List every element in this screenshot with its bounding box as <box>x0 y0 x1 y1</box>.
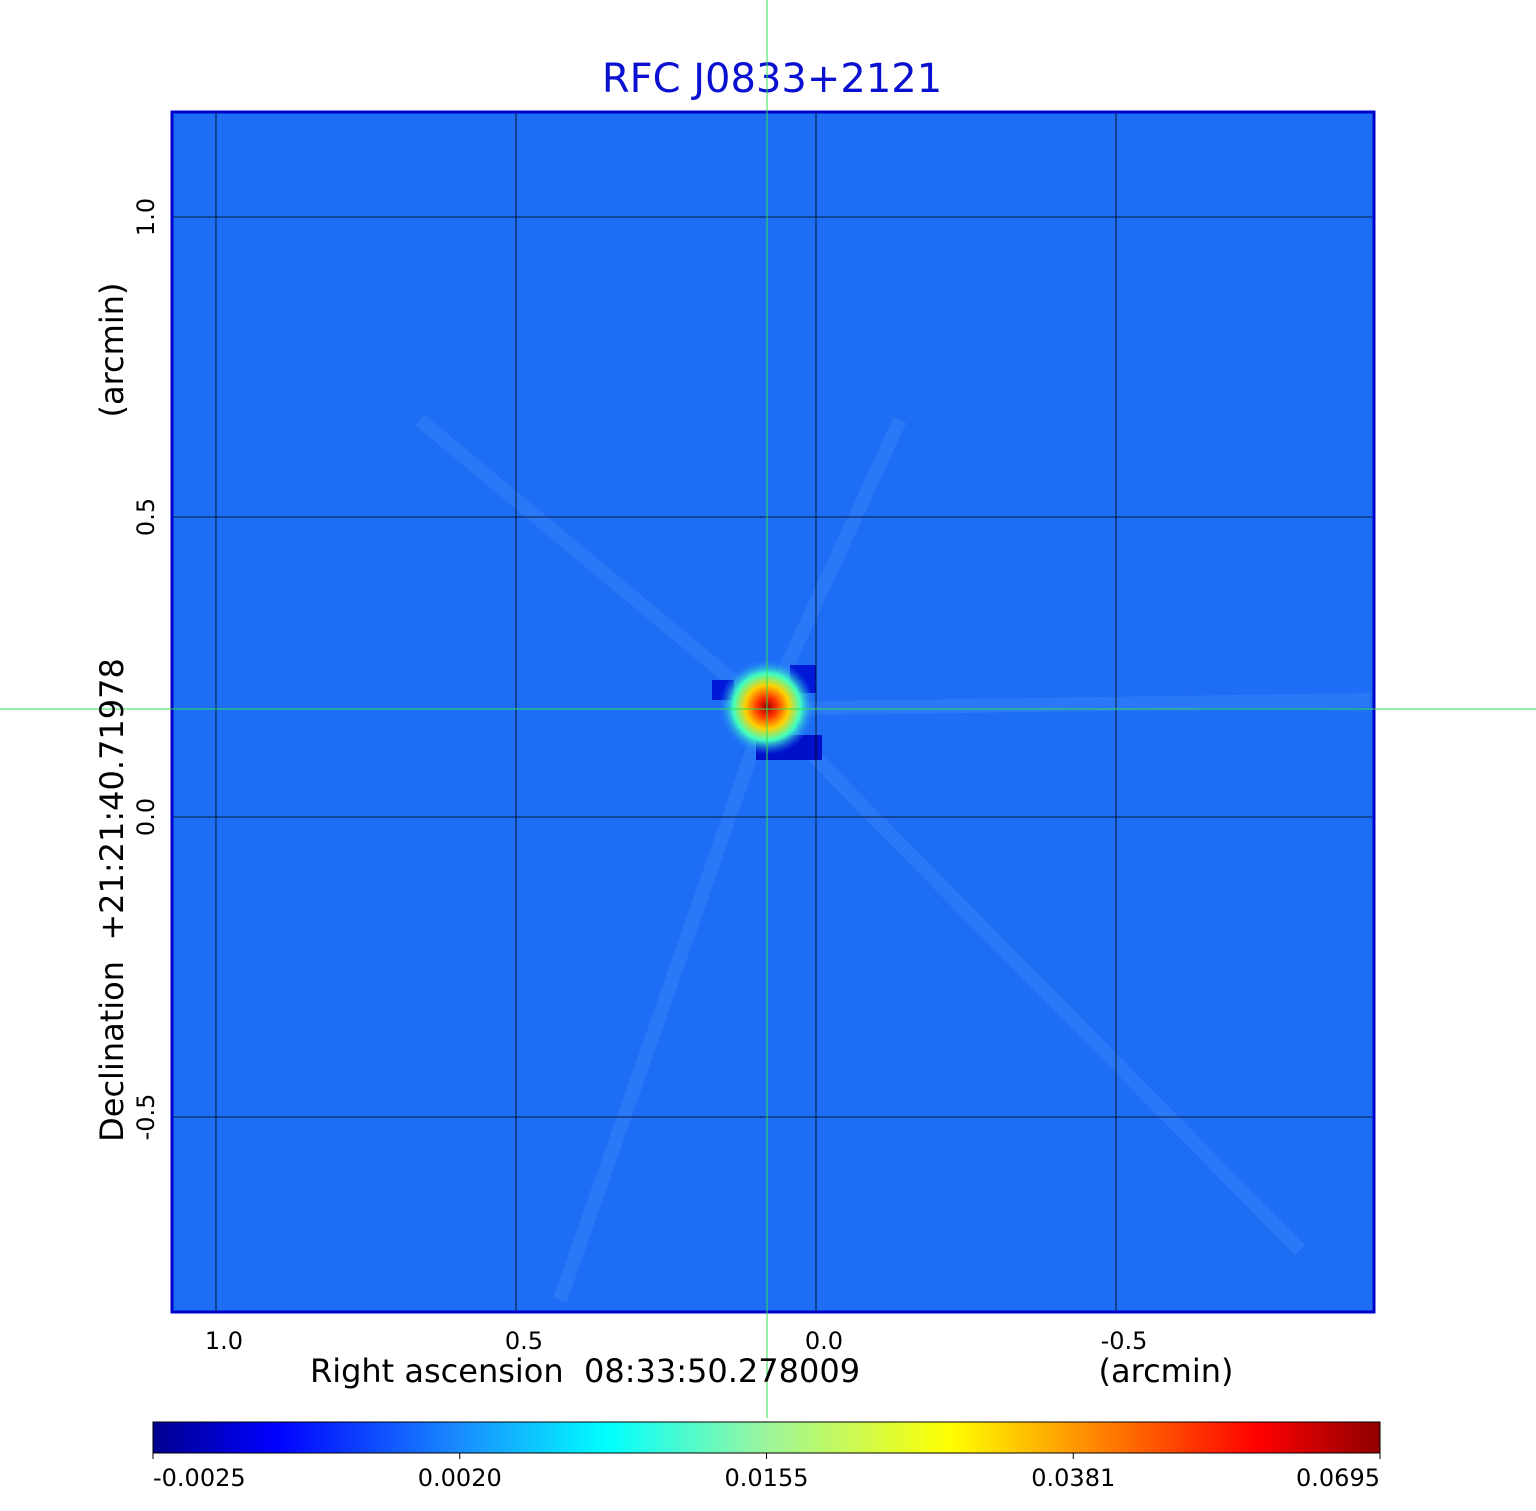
colorbar-tick-label: -0.0025 <box>153 1464 246 1492</box>
colorbar-tick-label: 0.0381 <box>1031 1464 1115 1492</box>
y-tick-label: -0.5 <box>132 1094 160 1141</box>
chart-title: RFC J0833+2121 <box>602 56 942 102</box>
x-tick-label: -0.5 <box>1101 1327 1148 1355</box>
y-tick-label: 0.0 <box>132 798 160 836</box>
x-axis-label: Right ascension 08:33:50.278009 <box>310 1352 860 1390</box>
x-tick-label: 0.5 <box>505 1327 543 1355</box>
colorbar-tick-label: 0.0695 <box>1296 1464 1380 1492</box>
colorbar <box>152 1421 1381 1454</box>
x-axis-unit: (arcmin) <box>1099 1352 1234 1390</box>
colorbar-tick-label: 0.0020 <box>418 1464 502 1492</box>
sidelobes <box>415 414 1371 1303</box>
x-tick-label: 0.0 <box>805 1327 843 1355</box>
colorbar-tick-label: 0.0155 <box>725 1464 809 1492</box>
grid <box>172 112 1374 1312</box>
x-tick-label: 1.0 <box>205 1327 243 1355</box>
y-axis-label: Declination +21:21:40.71978 <box>93 658 131 1142</box>
y-tick-label: 0.5 <box>132 498 160 536</box>
y-tick-label: 1.0 <box>132 198 160 236</box>
plot-frame <box>170 110 1376 1314</box>
y-axis-unit: (arcmin) <box>93 283 131 418</box>
